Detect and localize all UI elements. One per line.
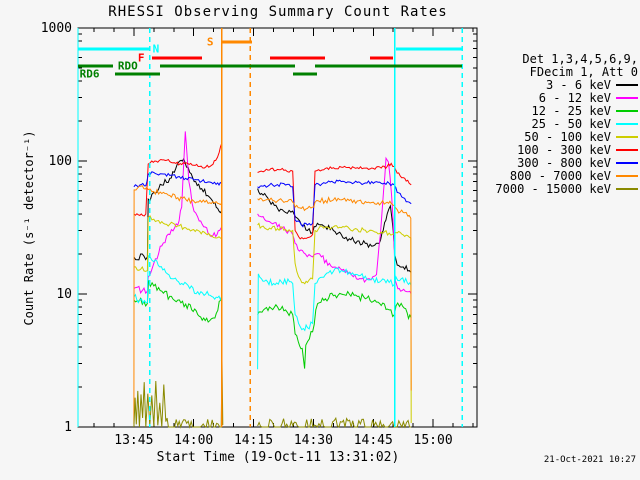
series-25-50keV [133, 254, 223, 305]
series-3-6keV [257, 188, 412, 273]
x-tick-label: 14:30 [294, 433, 333, 448]
legend-header-detectors: Det 1,3,4,5,6,9, [522, 51, 638, 66]
legend-item: 50 - 100 keV [480, 129, 638, 144]
series-100-300keV [257, 162, 412, 240]
y-tick-label: 100 [49, 154, 72, 169]
legend-item-line-sample [616, 122, 638, 125]
legend-item-label: 12 - 25 keV [531, 103, 611, 118]
legend-item: 100 - 300 keV [480, 142, 638, 157]
legend-item-label: 50 - 100 keV [524, 129, 611, 144]
x-tick-label: 14:00 [174, 433, 213, 448]
legend-item-label: 100 - 300 keV [517, 142, 611, 157]
legend-item-label: 25 - 50 keV [531, 116, 611, 131]
y-tick-label: 1 [64, 420, 72, 435]
series-300-800keV [133, 171, 222, 188]
legend-item-line-sample [616, 135, 638, 138]
series-50-100keV [257, 222, 412, 424]
legend-item-label: 3 - 6 keV [545, 77, 611, 92]
legend-header-decimation: FDecim 1, Att 0 [529, 64, 638, 79]
creation-timestamp: 21-Oct-2021 10:27 [543, 455, 636, 465]
y-axis-label: Count Rate (s⁻¹ detector⁻¹) [22, 130, 36, 326]
legend-item-line-sample [616, 109, 638, 112]
series-800-7000keV [257, 196, 412, 391]
series-800-7000keV [133, 185, 222, 425]
x-tick-label: 15:00 [414, 433, 453, 448]
legend-item: 3 - 6 keV [480, 77, 638, 92]
chart-title: RHESSI Observing Summary Count Rates [108, 4, 448, 20]
legend-item: 800 - 7000 keV [480, 168, 638, 183]
series-7000-15000keV [257, 416, 412, 429]
flag-label-s: S [207, 36, 214, 49]
legend-item-line-sample [616, 161, 638, 164]
series-50-100keV [133, 215, 222, 272]
x-tick-label: 14:15 [234, 433, 273, 448]
series-300-800keV [257, 179, 412, 228]
legend-item-label: 6 - 12 keV [538, 90, 611, 105]
series-3-6keV [133, 157, 222, 261]
series-100-300keV [133, 143, 223, 217]
legend-item-label: 800 - 7000 keV [509, 168, 611, 183]
legend-item: 6 - 12 keV [480, 90, 638, 105]
flag-label-rd6: RD6 [80, 68, 100, 81]
flag-label-f: F [138, 52, 145, 65]
series-6-12keV [133, 131, 223, 295]
legend-item-label: 7000 - 15000 keV [495, 181, 611, 196]
series-12-25keV [257, 290, 412, 369]
legend-item-line-sample [616, 148, 638, 151]
legend-item: 25 - 50 keV [480, 116, 638, 131]
legend-item-line-sample [616, 187, 638, 190]
legend-item-line-sample [616, 96, 638, 99]
flag-label-n: N [153, 43, 160, 56]
series-7000-15000keV [133, 360, 224, 429]
y-tick-label: 10 [56, 287, 72, 302]
legend-item: 300 - 800 keV [480, 155, 638, 170]
legend: Det 1,3,4,5,6,9, FDecim 1, Att 0 3 - 6 k… [480, 51, 638, 196]
series-25-50keV [257, 267, 412, 370]
legend-item-line-sample [616, 83, 638, 86]
legend-item: 7000 - 15000 keV [480, 181, 638, 196]
x-tick-label: 14:45 [354, 433, 393, 448]
y-tick-label: 1000 [41, 21, 72, 36]
x-axis-label: Start Time (19-Oct-11 13:31:02) [156, 450, 400, 465]
flag-label-rdo: RDO [118, 60, 138, 73]
legend-item-label: 300 - 800 keV [517, 155, 611, 170]
legend-item-line-sample [616, 174, 638, 177]
x-tick-label: 13:45 [114, 433, 153, 448]
legend-item: 12 - 25 keV [480, 103, 638, 118]
